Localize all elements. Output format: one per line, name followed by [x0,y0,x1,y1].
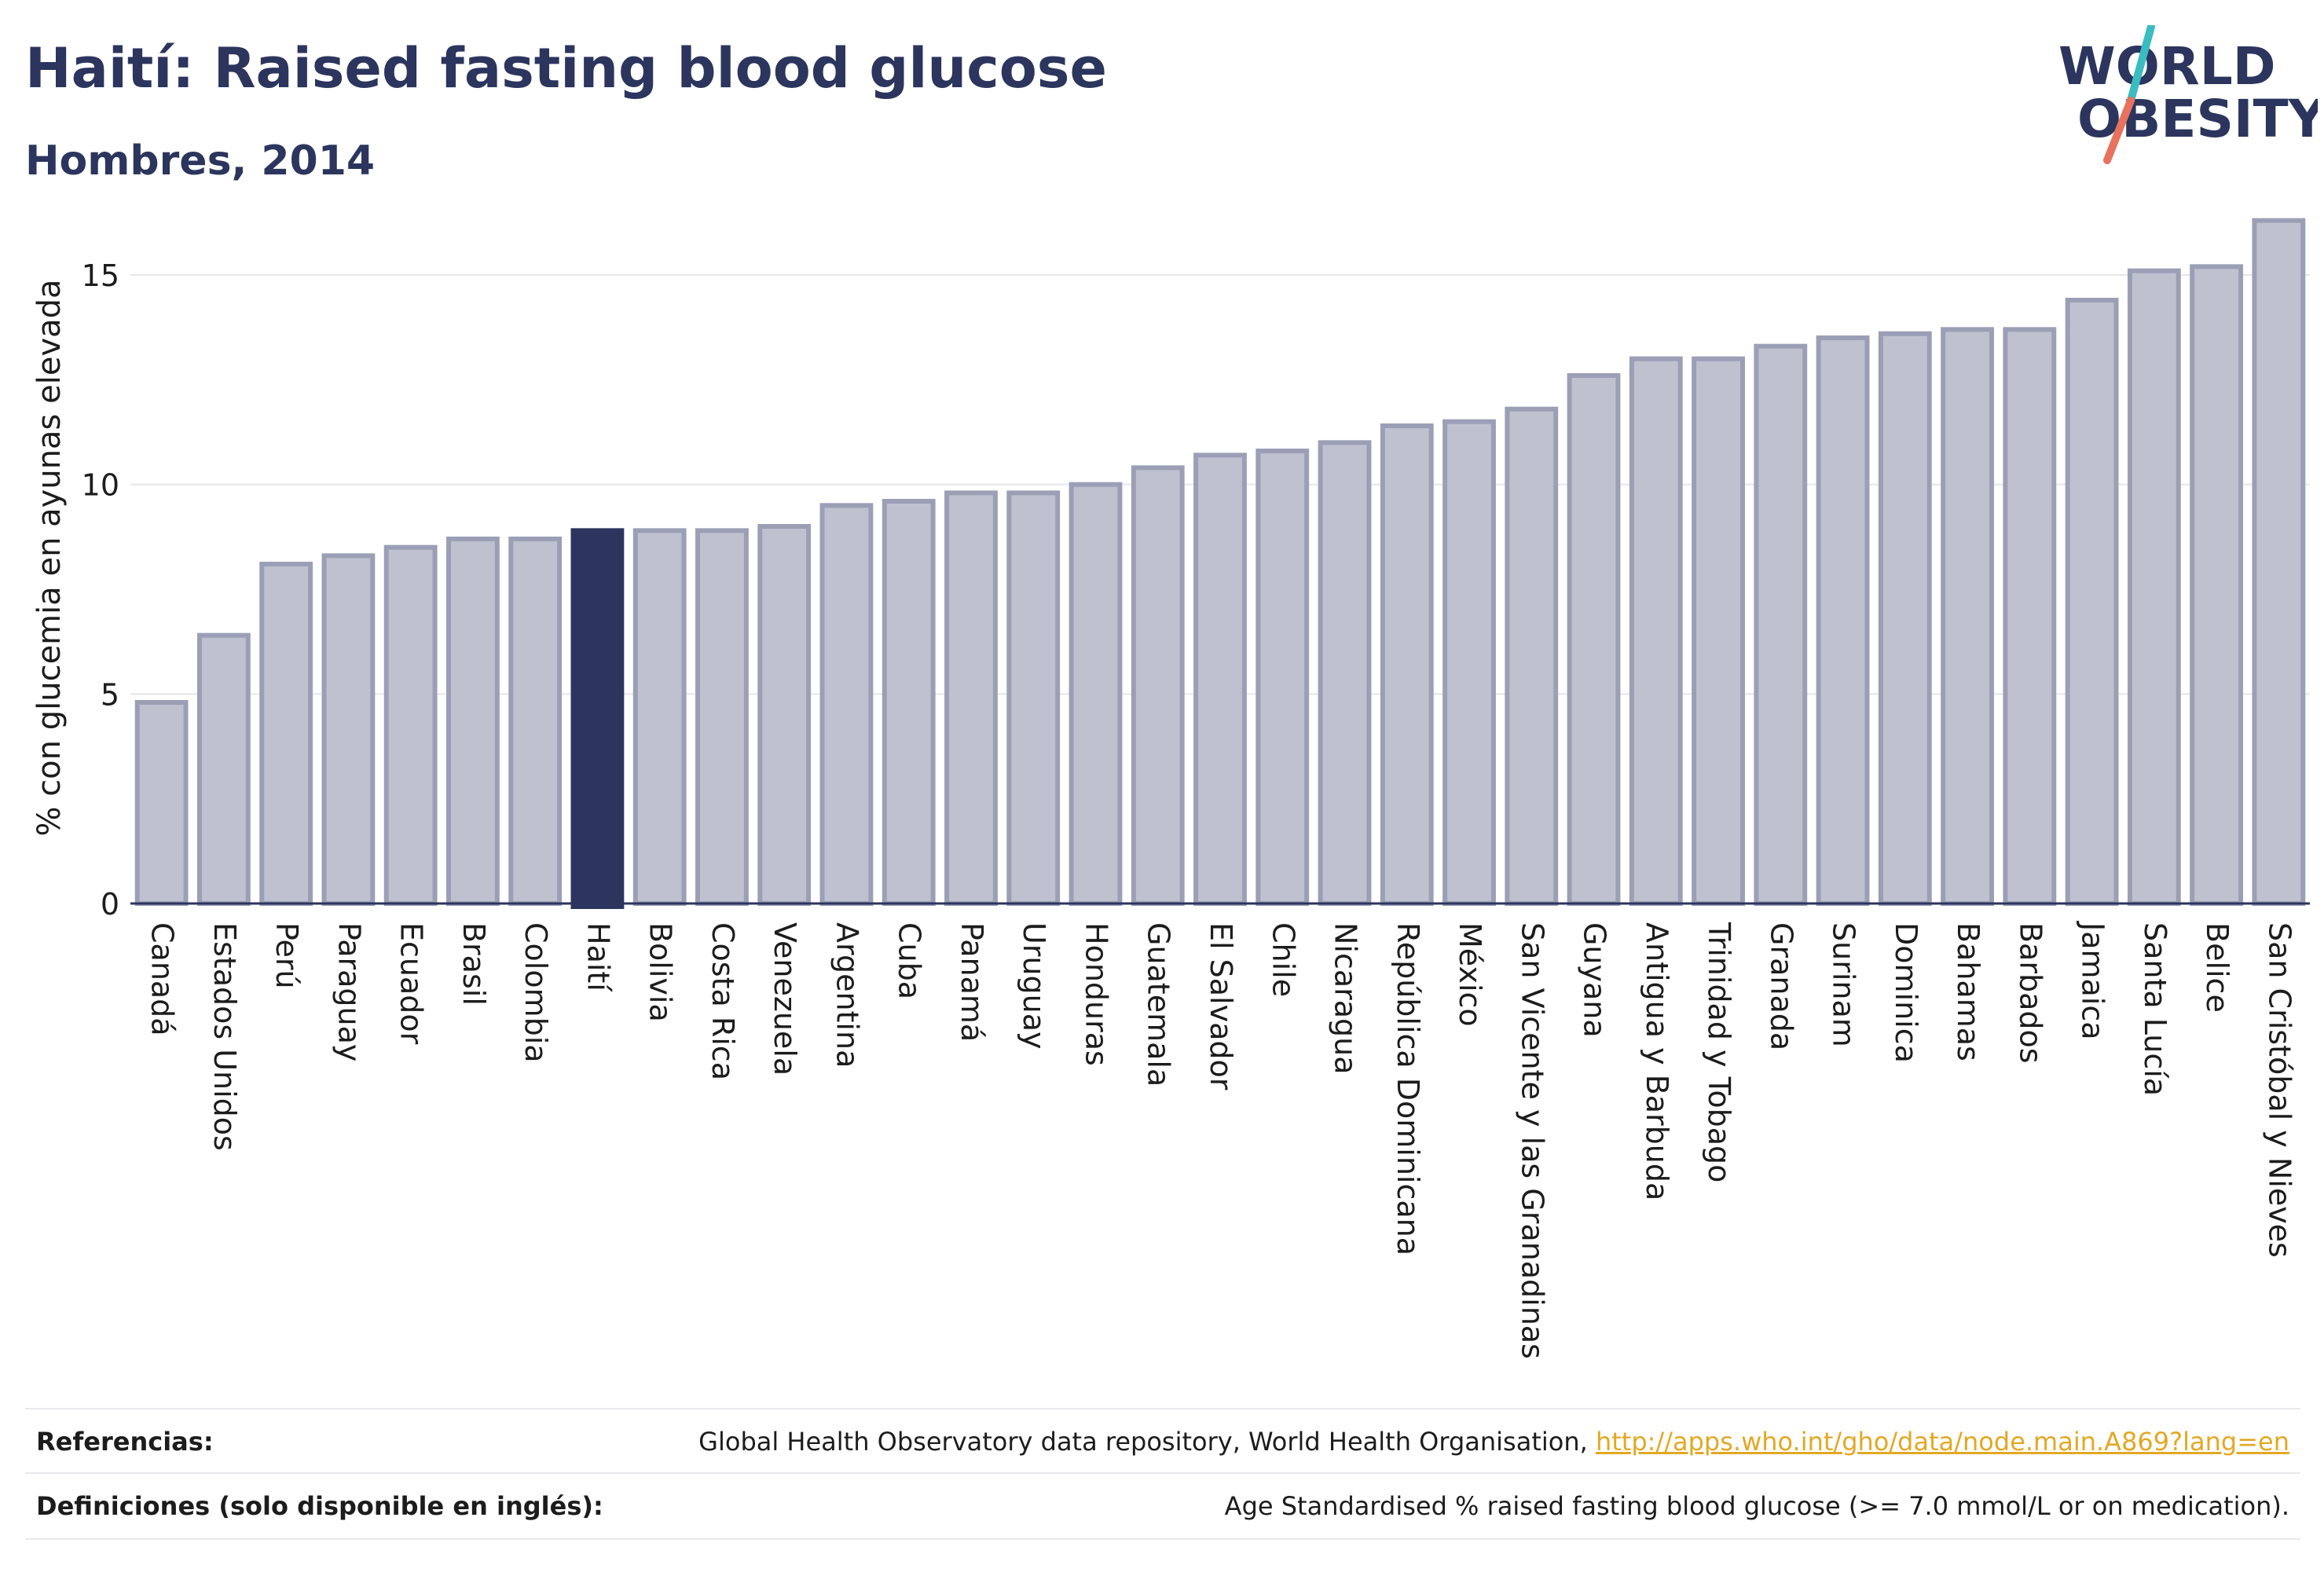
x-tick-label: Surinam [1827,922,1861,1047]
x-tick-label: Costa Rica [706,922,740,1080]
bar-méxico [1442,419,1496,906]
x-tick-label: Antigua y Barbuda [1640,922,1674,1200]
x-tick-label: Ecuador [394,922,429,1045]
x-tick-label: República Dominicana [1391,922,1425,1255]
bar-bolivia [632,528,687,906]
bar-el-salvador [1193,453,1247,906]
bar-nicaragua [1318,440,1372,906]
x-tick-label: Canadá [145,922,180,1036]
definitions-value: Age Standardised % raised fasting blood … [1224,1491,2289,1521]
definitions-label: Definiciones (solo disponible en inglés)… [36,1491,603,1521]
x-tick-label: Bolivia [643,922,678,1022]
x-tick-label: San Cristóbal y Nieves [2262,922,2297,1258]
bar-jamaica [2065,298,2119,906]
x-tick-label: Jamaica [2076,921,2110,1040]
bar-granada [1754,343,1808,906]
x-tick-label: Panamá [955,922,989,1042]
logo-line1: WORLD [2058,36,2276,97]
bar-chart: 0 5 10 15 Canadá Estados Unidos Perú Paraguay E… [31,218,2310,1359]
x-tick-label: México [1453,922,1487,1027]
bar-uruguay [1006,490,1061,906]
x-tick-label: Granada [1764,922,1798,1050]
y-tick-labels: 0 5 10 15 [82,258,119,922]
logo-slash-teal [2127,25,2155,104]
references-label: Referencias: [36,1427,214,1457]
x-tick-label: Paraguay [332,922,366,1061]
bar-costa-rica [695,528,749,906]
x-tick-label: Colombia [519,922,553,1063]
bar-guyana [1567,373,1621,906]
chart-subtitle: Hombres, 2014 [25,137,376,185]
x-tick-label: Venezuela [768,922,802,1076]
x-tick-label: Uruguay [1017,922,1051,1050]
bar-perú [259,562,313,906]
x-tick-label: Nicaragua [1329,922,1363,1075]
bar-estados-unidos [196,632,251,907]
references-text: Global Health Observatory data repositor… [698,1427,1588,1457]
x-tick-label: Honduras [1079,922,1113,1066]
bar-argentina [819,503,874,906]
bar-antigua-y-barbuda [1629,356,1683,906]
bar-panamá [944,490,998,906]
bar-san-cristóbal-y-nieves [2252,218,2306,906]
bar-canadá [134,700,189,906]
y-tick-label: 5 [101,677,119,712]
y-axis-label: % con glucemia en ayunas elevada [31,279,68,836]
x-tick-label: Cuba [893,922,927,999]
x-tick-label: Bahamas [1951,922,1985,1061]
references-link[interactable]: http://apps.who.int/gho/data/node.main.A… [1595,1427,2289,1457]
x-tick-label: San Vicente y las Granadinas [1515,922,1549,1359]
bars [134,218,2306,909]
bar-bahamas [1941,327,1994,907]
x-tick-label: Brasil [456,922,491,1006]
bar-guatemala [1131,465,1185,906]
bar-paraguay [321,553,376,906]
chart-title: Haití: Raised fasting blood glucose [25,36,1107,101]
y-tick-label: 15 [82,258,119,293]
bar-colombia [508,537,563,906]
x-tick-label: Perú [269,922,304,989]
bar-san-vicente-y-las-granadinas [1505,406,1559,906]
x-tick-label: Guatemala [1142,922,1176,1087]
x-tick-label: El Salvador [1204,922,1238,1090]
logo-slash-coral [2103,97,2135,164]
bar-santa-lucía [2127,268,2181,906]
bar-dominica [1878,331,1932,906]
bar-venezuela [757,524,812,906]
x-tick-label: Haití [581,922,615,992]
bar-chile [1255,449,1310,906]
bar-república-dominicana [1380,423,1434,906]
x-tick-label: Guyana [1578,922,1612,1038]
x-tick-label: Barbados [2013,922,2047,1064]
x-tick-label: Trinidad y Tobago [1702,922,1736,1182]
x-tick-label: Belice [2200,922,2234,1013]
bar-brasil [446,537,500,906]
x-tick-label: Chile [1266,922,1300,997]
footer-definitions: Definiciones (solo disponible en inglés)… [25,1472,2300,1540]
bar-honduras [1069,482,1123,906]
references-value: Global Health Observatory data repositor… [698,1427,2300,1457]
x-tick-label: Dominica [1889,922,1923,1063]
bar-barbados [2003,327,2057,907]
bar-haití [570,528,625,909]
bar-surinam [1816,335,1870,906]
footer-references: Referencias: Global Health Observatory d… [25,1408,2300,1474]
bar-trinidad-y-tobago [1692,356,1745,906]
x-tick-label: Argentina [830,922,864,1068]
world-obesity-logo: WORLD OBESITY [2058,25,2318,164]
y-tick-label: 0 [101,887,119,922]
x-tick-labels: Canadá Estados Unidos Perú Paraguay Ecuador B… [145,921,2297,1359]
x-tick-label: Estados Unidos [207,922,242,1151]
bar-cuba [882,499,936,906]
x-tick-label: Santa Lucía [2138,922,2172,1096]
bar-belice [2190,264,2244,907]
y-tick-label: 10 [82,468,119,503]
bar-ecuador [383,544,438,907]
